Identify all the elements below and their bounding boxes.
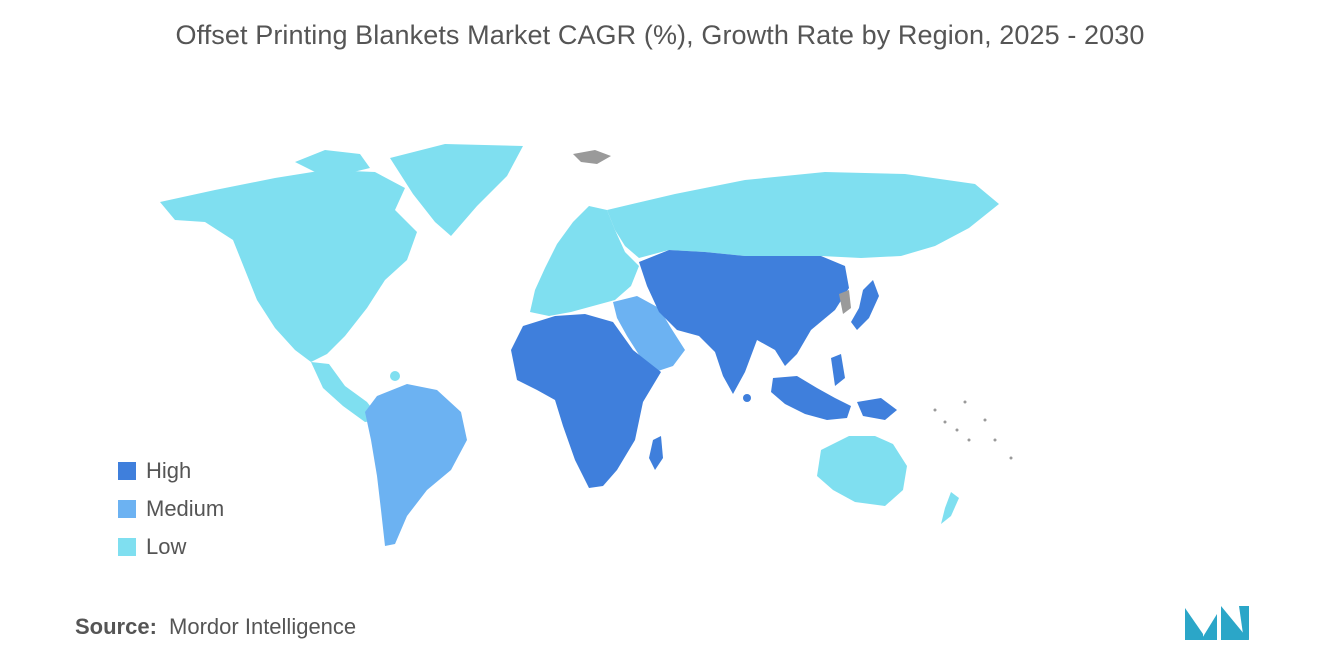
region-south-america (365, 384, 467, 546)
world-map (160, 144, 1013, 546)
legend-swatch-medium (118, 500, 136, 518)
region-middle-east (613, 296, 685, 372)
region-central-america (311, 362, 381, 422)
region-korea (839, 290, 851, 314)
logo-right-bar (1239, 606, 1249, 640)
region-europe (530, 206, 639, 316)
logo-middle-mark (1201, 614, 1217, 640)
pacific-islands (933, 400, 1013, 460)
logo-left-mark (1185, 608, 1203, 640)
source-label: Source: (75, 614, 157, 639)
region-madagascar (649, 436, 663, 470)
legend-swatch-low (118, 538, 136, 556)
region-philippines (831, 354, 845, 386)
region-new-zealand (941, 492, 959, 524)
legend-item-high: High (118, 452, 224, 490)
region-arctic-islands (295, 150, 370, 174)
legend-label-high: High (146, 458, 192, 483)
region-greenland (390, 144, 523, 236)
legend-item-low: Low (118, 528, 224, 566)
legend: High Medium Low (118, 452, 224, 566)
caribbean-islands (390, 371, 400, 381)
legend-swatch-high (118, 462, 136, 480)
region-australia (817, 436, 907, 506)
legend-item-medium: Medium (118, 490, 224, 528)
source-line: Source: Mordor Intelligence (75, 614, 356, 640)
region-svalbard (573, 150, 611, 164)
mordor-intelligence-logo (1185, 606, 1249, 640)
region-north-america (160, 170, 417, 362)
legend-label-medium: Medium (146, 496, 225, 521)
logo-right-mark (1221, 606, 1249, 640)
region-asia (639, 250, 849, 394)
legend-label-low: Low (146, 534, 187, 559)
region-sri-lanka (743, 394, 751, 402)
region-russia (607, 172, 999, 258)
chart-title: Offset Printing Blankets Market CAGR (%)… (175, 20, 1145, 50)
region-africa (511, 314, 661, 488)
source-value: Mordor Intelligence (169, 614, 357, 639)
region-japan (851, 280, 879, 330)
region-southeast-asia (771, 376, 851, 420)
region-new-guinea (857, 398, 897, 420)
